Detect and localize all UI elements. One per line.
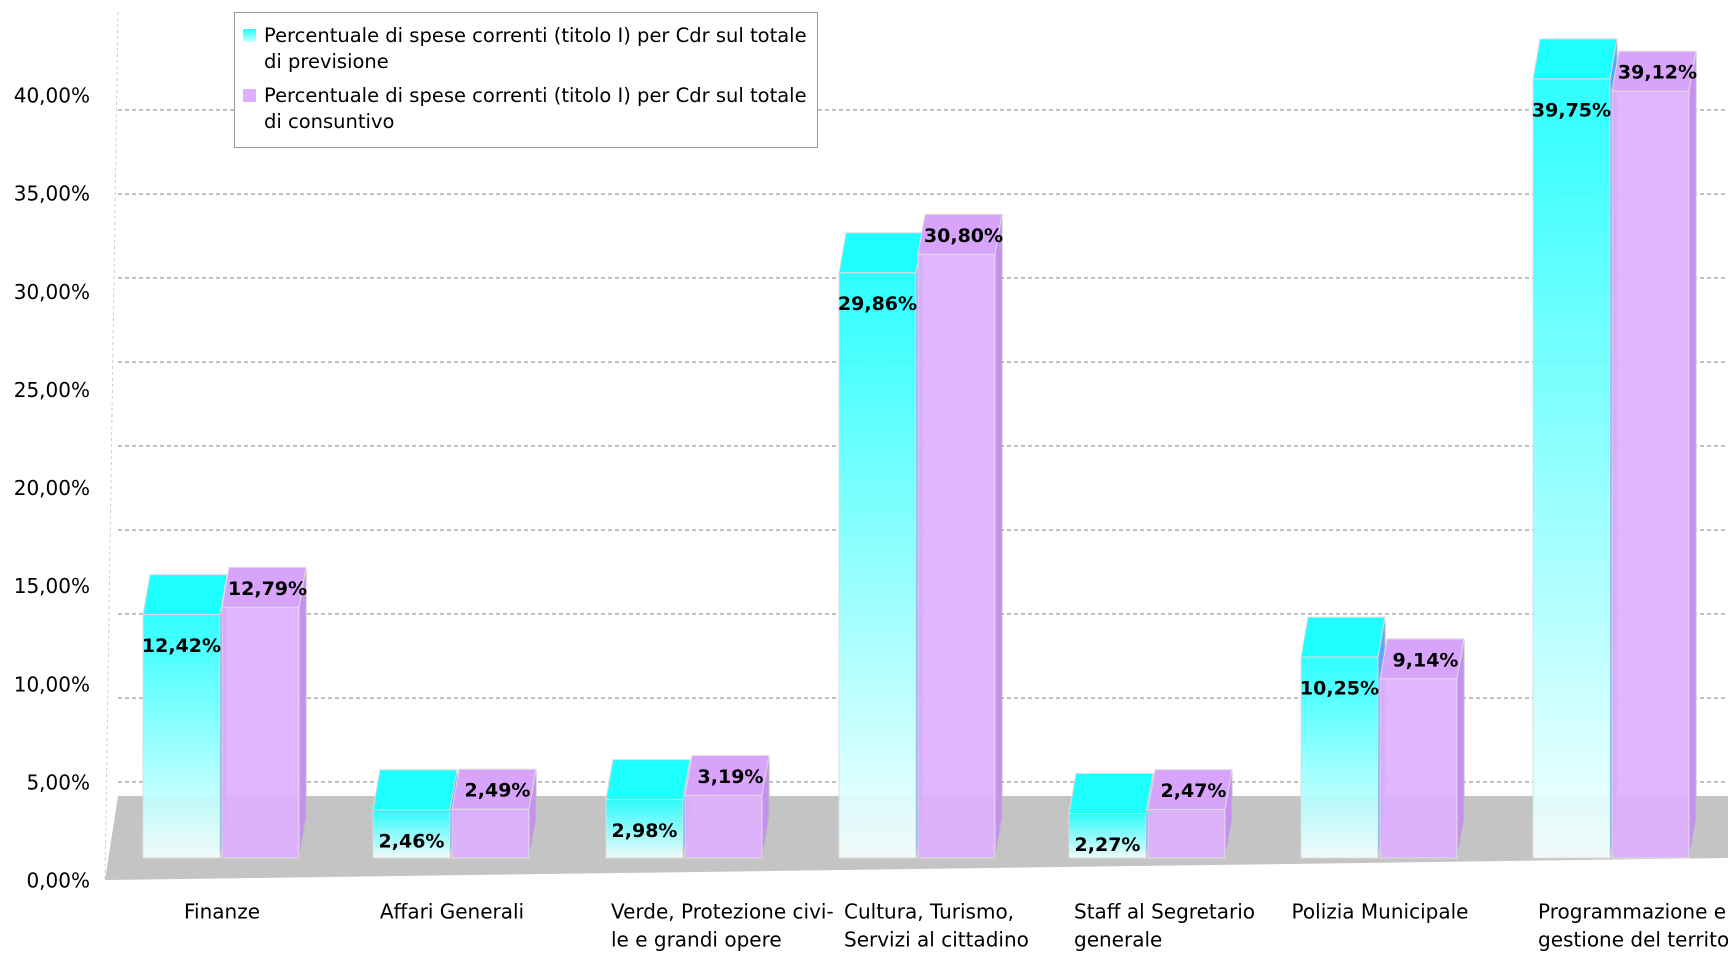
data-label: 2,98% [612,820,678,842]
legend: Percentuale di spese correnti (titolo I)… [234,12,818,148]
x-tick-label: generale [1074,928,1162,952]
x-tick-label: gestione del territorio [1538,928,1728,952]
x-tick-label: Cultura, Turismo, [844,900,1014,924]
bar-top [1068,773,1154,815]
bar [684,794,763,859]
bar [1611,90,1690,859]
bar [838,272,917,859]
x-tick-label: Staff al Segretario [1074,900,1255,924]
bar [372,809,451,859]
y-tick-label: 30,00% [14,280,90,304]
bar-top [372,769,458,811]
legend-entry: Percentuale di spese correnti (titolo I)… [243,23,811,75]
y-tick-label: 25,00% [14,378,90,402]
data-label: 2,46% [379,830,445,852]
x-tick-label: Finanze [184,900,260,924]
bar-side [994,214,1003,859]
data-label: 9,14% [1393,649,1459,671]
bar-top [838,232,924,274]
bar [917,253,996,859]
bar [1532,78,1611,859]
x-tick-label: Affari Generali [380,900,524,924]
y-tick-label: 20,00% [14,476,90,500]
data-label: 39,12% [1618,62,1697,84]
data-label: 39,75% [1532,99,1611,121]
data-label: 12,42% [142,635,221,657]
bar [142,614,221,859]
y-tick-label: 15,00% [14,574,90,598]
bar-side [1688,51,1697,859]
bar [605,799,684,859]
data-label: 29,86% [838,293,917,315]
bar-side [298,567,307,859]
legend-label: Percentuale di spese correnti (titolo I)… [264,84,807,133]
bar-top [142,574,228,616]
data-label: 3,19% [698,766,764,788]
bar [451,808,530,859]
legend-swatch [243,89,256,102]
y-tick-label: 35,00% [14,182,90,206]
x-tick-label: Polizia Municipale [1292,900,1469,924]
bar [1300,656,1379,859]
left-wall [104,11,119,881]
bar [1068,813,1147,859]
y-tick-label: 0,00% [26,869,90,893]
data-label: 10,25% [1300,678,1379,700]
x-tick-label: Servizi al cittadino [844,928,1029,952]
y-tick-label: 10,00% [14,672,90,696]
bar-top [1300,616,1386,658]
bar-top [1532,38,1618,80]
x-tick-label: le e grandi opere [611,928,782,952]
legend-label: Percentuale di spese correnti (titolo I)… [264,24,807,73]
y-tick-label: 40,00% [14,84,90,108]
data-label: 2,47% [1161,780,1227,802]
data-label: 30,80% [924,225,1003,247]
bar [1147,809,1226,859]
bar [221,606,300,859]
data-label: 2,27% [1075,834,1141,856]
y-tick-label: 5,00% [26,770,90,794]
x-tick-label: Verde, Protezione civi- [611,900,834,924]
data-label: 2,49% [465,780,531,802]
x-tick-label: Programmazione e [1538,900,1726,924]
bar [1379,678,1458,859]
legend-entry: Percentuale di spese correnti (titolo I)… [243,83,811,135]
bar-top [605,759,691,801]
data-label: 12,79% [228,578,307,600]
legend-swatch [243,29,256,42]
